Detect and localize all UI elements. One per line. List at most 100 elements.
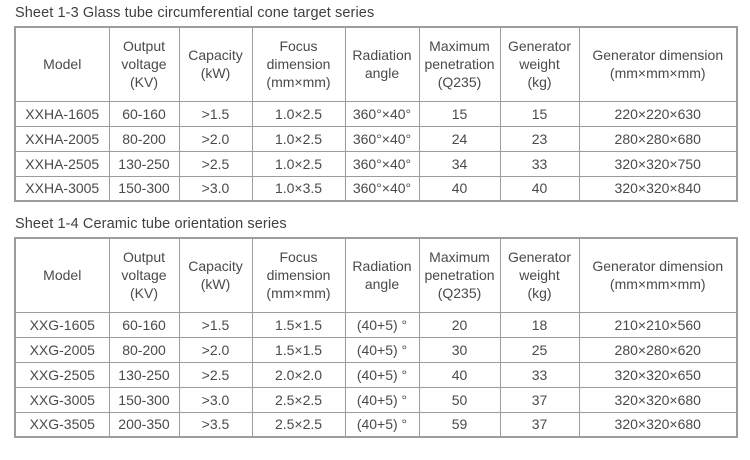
cell-radiation-angle: (40+5) ° bbox=[344, 336, 420, 363]
cell-generator-dimension: 210×210×560 bbox=[578, 311, 738, 338]
table-row: XXG-1605 60-160 >1.5 1.5×1.5 (40+5) ° 20 18 210… bbox=[14, 311, 738, 338]
cell-maximum-penetration: 59 bbox=[418, 411, 501, 438]
cell-generator-dimension: 320×320×840 bbox=[578, 175, 738, 202]
cell-model: XXG-3505 bbox=[14, 411, 110, 438]
col-header-focus-dimension: Focus dimension (mm×mm) bbox=[251, 237, 346, 313]
cell-focus-dimension: 2.5×2.5 bbox=[251, 386, 346, 413]
cell-maximum-penetration: 20 bbox=[418, 311, 501, 338]
table-row: XXG-3005 150-300 >3.0 2.5×2.5 (40+5) ° 50 37 32… bbox=[14, 386, 738, 413]
cell-radiation-angle: 360°×40° bbox=[344, 175, 420, 202]
col-header-radiation-angle: Radiation angle bbox=[344, 237, 420, 313]
cell-output-voltage: 130-250 bbox=[108, 361, 180, 388]
cell-focus-dimension: 1.0×2.5 bbox=[251, 150, 346, 177]
cell-maximum-penetration: 30 bbox=[418, 336, 501, 363]
col-header-model: Model bbox=[14, 26, 110, 102]
glass-tube-series-section: Sheet 1-3 Glass tube circumferential con… bbox=[14, 5, 738, 202]
table-title-glass-tube: Sheet 1-3 Glass tube circumferential con… bbox=[15, 5, 375, 21]
cell-capacity: >3.5 bbox=[178, 411, 253, 438]
cell-generator-dimension: 320×320×750 bbox=[578, 150, 738, 177]
cell-generator-weight: 25 bbox=[499, 336, 580, 363]
cell-model: XXHA-2505 bbox=[14, 150, 110, 177]
cell-model: XXHA-2005 bbox=[14, 125, 110, 152]
cell-capacity: >3.0 bbox=[178, 386, 253, 413]
cell-focus-dimension: 1.0×2.5 bbox=[251, 100, 346, 127]
cell-model: XXG-2505 bbox=[14, 361, 110, 388]
cell-focus-dimension: 2.5×2.5 bbox=[251, 411, 346, 438]
cell-generator-dimension: 280×280×620 bbox=[578, 336, 738, 363]
header-row: Model Output voltage (KV) Capacity (kW) Foc… bbox=[14, 26, 738, 102]
cell-model: XXG-2005 bbox=[14, 336, 110, 363]
cell-maximum-penetration: 40 bbox=[418, 361, 501, 388]
cell-output-voltage: 150-300 bbox=[108, 386, 180, 413]
cell-output-voltage: 80-200 bbox=[108, 125, 180, 152]
cell-output-voltage: 130-250 bbox=[108, 150, 180, 177]
cell-capacity: >1.5 bbox=[178, 100, 253, 127]
cell-generator-weight: 37 bbox=[499, 386, 580, 413]
col-header-generator-dimension: Generator dimension (mm×mm×mm) bbox=[578, 237, 738, 313]
col-header-output-voltage: Output voltage (KV) bbox=[108, 26, 180, 102]
cell-model: XXHA-3005 bbox=[14, 175, 110, 202]
cell-radiation-angle: (40+5) ° bbox=[344, 361, 420, 388]
cell-output-voltage: 80-200 bbox=[108, 336, 180, 363]
cell-capacity: >1.5 bbox=[178, 311, 253, 338]
table-row: XXHA-2005 80-200 >2.0 1.0×2.5 360°×40° 24 23 28… bbox=[14, 125, 738, 152]
cell-focus-dimension: 1.0×3.5 bbox=[251, 175, 346, 202]
cell-output-voltage: 60-160 bbox=[108, 100, 180, 127]
col-header-generator-weight: Generator weight (kg) bbox=[499, 26, 580, 102]
col-header-capacity: Capacity (kW) bbox=[178, 237, 253, 313]
cell-generator-dimension: 320×320×680 bbox=[578, 386, 738, 413]
cell-capacity: >3.0 bbox=[178, 175, 253, 202]
table-row: XXG-2005 80-200 >2.0 1.5×1.5 (40+5) ° 30 25 280… bbox=[14, 336, 738, 363]
col-header-capacity: Capacity (kW) bbox=[178, 26, 253, 102]
col-header-output-voltage: Output voltage (KV) bbox=[108, 237, 180, 313]
cell-maximum-penetration: 40 bbox=[418, 175, 501, 202]
cell-model: XXG-1605 bbox=[14, 311, 110, 338]
cell-generator-dimension: 220×220×630 bbox=[578, 100, 738, 127]
cell-generator-weight: 18 bbox=[499, 311, 580, 338]
cell-capacity: >2.5 bbox=[178, 150, 253, 177]
page: Sheet 1-3 Glass tube circumferential con… bbox=[14, 5, 738, 438]
cell-maximum-penetration: 24 bbox=[418, 125, 501, 152]
table-row: XXHA-3005 150-300 >3.0 1.0×3.5 360°×40° 40 40 3… bbox=[14, 175, 738, 202]
table-title-ceramic-tube: Sheet 1-4 Ceramic tube orientation serie… bbox=[15, 216, 287, 232]
ceramic-tube-series-section: Sheet 1-4 Ceramic tube orientation serie… bbox=[14, 216, 738, 438]
cell-focus-dimension: 1.0×2.5 bbox=[251, 125, 346, 152]
cell-maximum-penetration: 34 bbox=[418, 150, 501, 177]
cell-output-voltage: 60-160 bbox=[108, 311, 180, 338]
cell-radiation-angle: (40+5) ° bbox=[344, 386, 420, 413]
table-row: XXG-3505 200-350 >3.5 2.5×2.5 (40+5) ° 59 37 32… bbox=[14, 411, 738, 438]
cell-radiation-angle: (40+5) ° bbox=[344, 411, 420, 438]
header-row: Model Output voltage (KV) Capacity (kW) Foc… bbox=[14, 237, 738, 313]
table-row: XXHA-1605 60-160 >1.5 1.0×2.5 360°×40° 15 15 22… bbox=[14, 100, 738, 127]
col-header-maximum-penetration: Maximum penetration (Q235) bbox=[418, 26, 501, 102]
col-header-generator-dimension: Generator dimension (mm×mm×mm) bbox=[578, 26, 738, 102]
cell-focus-dimension: 1.5×1.5 bbox=[251, 311, 346, 338]
cell-model: XXG-3005 bbox=[14, 386, 110, 413]
table-row: XXHA-2505 130-250 >2.5 1.0×2.5 360°×40° 34 33 3… bbox=[14, 150, 738, 177]
cell-generator-weight: 15 bbox=[499, 100, 580, 127]
col-header-maximum-penetration: Maximum penetration (Q235) bbox=[418, 237, 501, 313]
col-header-generator-weight: Generator weight (kg) bbox=[499, 237, 580, 313]
cell-capacity: >2.0 bbox=[178, 125, 253, 152]
cell-focus-dimension: 2.0×2.0 bbox=[251, 361, 346, 388]
cell-radiation-angle: 360°×40° bbox=[344, 150, 420, 177]
col-header-focus-dimension: Focus dimension (mm×mm) bbox=[251, 26, 346, 102]
cell-maximum-penetration: 50 bbox=[418, 386, 501, 413]
cell-capacity: >2.5 bbox=[178, 361, 253, 388]
cell-output-voltage: 150-300 bbox=[108, 175, 180, 202]
table-row: XXG-2505 130-250 >2.5 2.0×2.0 (40+5) ° 40 33 32… bbox=[14, 361, 738, 388]
cell-radiation-angle: 360°×40° bbox=[344, 100, 420, 127]
cell-generator-dimension: 320×320×650 bbox=[578, 361, 738, 388]
cell-generator-weight: 37 bbox=[499, 411, 580, 438]
cell-model: XXHA-1605 bbox=[14, 100, 110, 127]
ceramic-tube-spec-table: Model Output voltage (KV) Capacity (kW) Foc… bbox=[14, 237, 738, 438]
cell-generator-weight: 40 bbox=[499, 175, 580, 202]
cell-focus-dimension: 1.5×1.5 bbox=[251, 336, 346, 363]
cell-maximum-penetration: 15 bbox=[418, 100, 501, 127]
cell-radiation-angle: 360°×40° bbox=[344, 125, 420, 152]
cell-generator-dimension: 320×320×680 bbox=[578, 411, 738, 438]
glass-tube-spec-table: Model Output voltage (KV) Capacity (kW) Foc… bbox=[14, 26, 738, 202]
cell-output-voltage: 200-350 bbox=[108, 411, 180, 438]
col-header-model: Model bbox=[14, 237, 110, 313]
cell-radiation-angle: (40+5) ° bbox=[344, 311, 420, 338]
